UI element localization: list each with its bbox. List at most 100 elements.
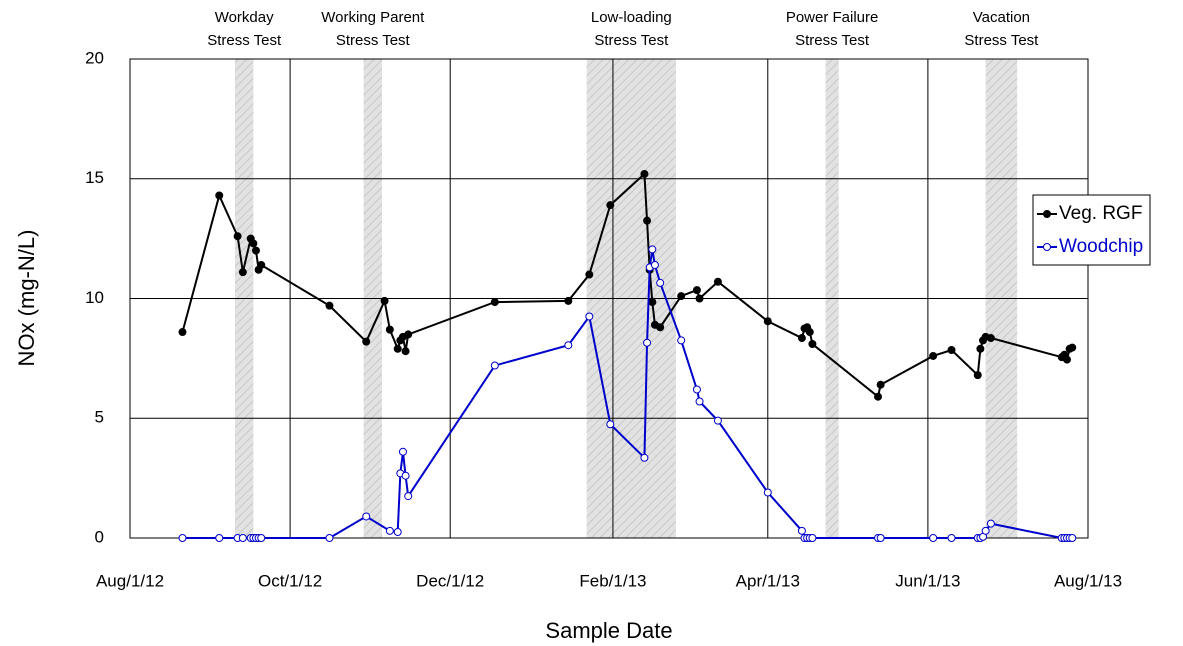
legend-label: Veg. RGF	[1059, 203, 1142, 224]
data-point	[398, 447, 407, 456]
data-point	[713, 416, 722, 425]
data-point	[677, 336, 686, 345]
data-point	[763, 317, 772, 326]
data-point	[643, 338, 652, 347]
data-point	[929, 351, 938, 360]
data-point	[656, 278, 665, 287]
data-point	[929, 534, 938, 542]
data-point	[362, 512, 371, 521]
data-point	[249, 239, 258, 248]
plot-border	[129, 58, 1089, 539]
annotation-label: Working Parent	[321, 9, 425, 26]
data-point	[763, 488, 772, 497]
annotation-label: Low-loading	[591, 9, 672, 26]
data-point	[947, 345, 956, 354]
data-point	[585, 312, 594, 321]
legend-label: Woodchip	[1059, 236, 1143, 257]
data-point	[713, 277, 722, 286]
data-point	[874, 392, 883, 401]
data-point	[1063, 355, 1072, 364]
data-point	[401, 347, 410, 356]
data-point	[640, 453, 649, 462]
data-point	[1068, 534, 1077, 542]
data-point	[656, 323, 665, 332]
data-point	[797, 526, 806, 535]
data-point	[648, 245, 657, 254]
data-point	[325, 301, 334, 310]
data-point	[606, 201, 615, 210]
annotation-label: Stress Test	[336, 32, 411, 49]
data-point	[973, 371, 982, 380]
data-point	[564, 296, 573, 305]
data-point	[585, 270, 594, 279]
data-point	[178, 534, 187, 542]
x-axis-title: Sample Date	[545, 618, 672, 643]
data-point	[876, 534, 885, 542]
legend-box	[1032, 194, 1151, 266]
data-point	[695, 397, 704, 406]
x-tick-label: Jun/1/13	[895, 571, 960, 590]
data-point	[986, 519, 995, 528]
y-tick-label: 0	[95, 527, 104, 546]
data-point	[490, 298, 499, 307]
annotation-label: Vacation	[973, 9, 1030, 26]
data-point	[215, 534, 224, 542]
x-tick-label: Feb/1/13	[579, 571, 646, 590]
legend-marker	[1043, 243, 1051, 251]
data-point	[947, 534, 956, 542]
data-point	[797, 334, 806, 343]
data-point	[677, 292, 686, 301]
data-point	[215, 191, 224, 200]
data-point	[490, 361, 499, 370]
data-point	[986, 334, 995, 343]
data-point	[251, 246, 260, 255]
annotation-label: Power Failure	[786, 9, 879, 26]
data-point	[238, 268, 247, 277]
annotation-label: Workday	[215, 9, 274, 26]
data-point	[1068, 343, 1077, 352]
data-point	[805, 328, 814, 337]
data-point	[404, 330, 413, 339]
data-point	[976, 344, 985, 353]
data-point	[178, 328, 187, 337]
data-point	[257, 534, 266, 542]
annotation-label: Stress Test	[594, 32, 669, 49]
data-point	[401, 471, 410, 480]
y-tick-label: 20	[85, 48, 104, 67]
data-point	[362, 337, 371, 346]
data-point	[606, 420, 615, 429]
data-point	[876, 380, 885, 389]
x-tick-label: Dec/1/12	[416, 571, 484, 590]
data-point	[695, 294, 704, 303]
y-tick-label: 15	[85, 168, 104, 187]
data-point	[808, 340, 817, 349]
data-point	[257, 260, 266, 269]
series-line	[181, 171, 1073, 399]
data-point	[564, 341, 573, 350]
data-point	[238, 534, 247, 542]
data-point	[981, 526, 990, 535]
data-point	[648, 298, 657, 307]
data-point	[393, 344, 402, 353]
y-tick-label: 5	[95, 408, 104, 427]
x-tick-label: Oct/1/12	[258, 571, 322, 590]
data-point	[808, 534, 817, 542]
data-point	[393, 528, 402, 537]
data-point	[640, 169, 649, 178]
y-tick-label: 10	[85, 288, 104, 307]
data-point	[385, 526, 394, 535]
data-point	[692, 385, 701, 394]
data-point	[643, 216, 652, 225]
data-point	[385, 325, 394, 334]
x-tick-label: Apr/1/13	[736, 571, 800, 590]
x-tick-label: Aug/1/13	[1054, 571, 1122, 590]
x-tick-label: Aug/1/12	[96, 571, 164, 590]
annotation-label: Stress Test	[207, 32, 282, 49]
data-point	[650, 260, 659, 269]
data-point	[692, 286, 701, 295]
annotation-label: Stress Test	[964, 32, 1039, 49]
y-axis-title: NOx (mg-N/L)	[14, 230, 39, 367]
legend-marker	[1043, 210, 1051, 218]
data-point	[380, 296, 389, 305]
data-point	[233, 232, 242, 241]
